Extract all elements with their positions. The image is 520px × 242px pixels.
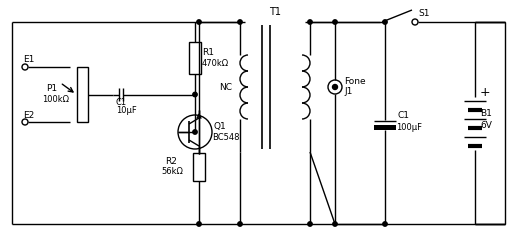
Text: 56kΩ: 56kΩ <box>161 167 183 176</box>
Text: +: + <box>480 86 491 99</box>
Bar <box>189 42 201 74</box>
Text: Q1: Q1 <box>214 122 227 131</box>
Circle shape <box>333 222 337 226</box>
Text: BC548: BC548 <box>212 133 240 142</box>
Circle shape <box>308 20 312 24</box>
Text: P1: P1 <box>46 84 58 93</box>
Text: 100kΩ: 100kΩ <box>43 95 70 104</box>
Text: E2: E2 <box>23 111 34 120</box>
Text: 6V: 6V <box>480 121 492 130</box>
Bar <box>76 67 87 122</box>
Circle shape <box>22 64 28 70</box>
Text: 10μF: 10μF <box>116 106 137 115</box>
Text: E1: E1 <box>23 55 34 65</box>
Circle shape <box>197 222 201 226</box>
Text: S1: S1 <box>418 9 430 18</box>
Text: Fone: Fone <box>344 76 366 85</box>
Circle shape <box>412 19 418 25</box>
Text: C1: C1 <box>116 98 127 107</box>
Circle shape <box>178 115 212 149</box>
Text: T1: T1 <box>269 7 281 17</box>
Text: J1: J1 <box>344 86 353 96</box>
Circle shape <box>383 20 387 24</box>
Circle shape <box>333 20 337 24</box>
Circle shape <box>332 84 337 90</box>
Bar <box>374 125 396 130</box>
Text: C1: C1 <box>398 111 410 120</box>
Text: R1: R1 <box>202 48 214 57</box>
Text: 100μF: 100μF <box>396 123 422 133</box>
Text: B1: B1 <box>480 108 492 118</box>
Circle shape <box>22 119 28 125</box>
Circle shape <box>197 20 201 24</box>
Circle shape <box>308 222 312 226</box>
Circle shape <box>193 130 197 134</box>
Circle shape <box>193 92 197 97</box>
Circle shape <box>238 20 242 24</box>
Bar <box>193 153 205 181</box>
Circle shape <box>383 222 387 226</box>
Circle shape <box>328 80 342 94</box>
Text: NC: NC <box>219 83 232 91</box>
Text: 470kΩ: 470kΩ <box>202 59 229 68</box>
Text: R2: R2 <box>165 157 177 166</box>
Circle shape <box>238 222 242 226</box>
